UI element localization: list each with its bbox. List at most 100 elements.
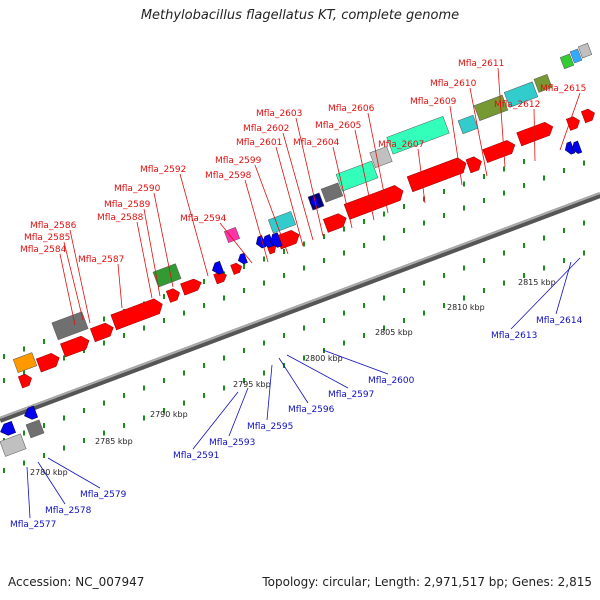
forward-gene-arrow xyxy=(482,140,516,163)
reverse-gene-label: Mfla_2577 xyxy=(10,520,56,530)
gene-feature-block xyxy=(12,352,38,374)
label-leader xyxy=(63,241,84,321)
reverse-gene-label: Mfla_2614 xyxy=(536,316,583,326)
forward-gene-label: Mfla_2598 xyxy=(205,171,252,181)
label-leader xyxy=(69,229,91,324)
reverse-gene-label: Mfla_2613 xyxy=(491,331,537,341)
label-leader xyxy=(449,105,463,186)
label-leader xyxy=(136,221,153,299)
label-leader xyxy=(59,253,76,326)
tick-marks xyxy=(3,159,585,473)
label-leader xyxy=(555,261,572,315)
forward-gene-arrow xyxy=(60,335,90,358)
scale-label: 2800 kbp xyxy=(305,354,343,363)
reverse-gene-label: Mfla_2595 xyxy=(247,422,293,432)
reverse-gene-label: Mfla_2591 xyxy=(173,451,219,461)
label-leader xyxy=(117,263,123,309)
label-leader xyxy=(228,387,249,437)
forward-gene-label: Mfla_2601 xyxy=(236,138,282,148)
label-leader xyxy=(286,354,349,389)
forward-gene-label: Mfla_2594 xyxy=(180,214,227,224)
forward-gene-arrow xyxy=(275,230,300,250)
reverse-gene-arrow xyxy=(24,405,39,420)
forward-gene-label: Mfla_2609 xyxy=(410,97,457,107)
genes xyxy=(0,42,595,457)
reverse-gene-arrow xyxy=(0,420,16,436)
scale-label: 2780 kbp xyxy=(30,468,68,477)
label-leader xyxy=(254,164,289,255)
label-leader xyxy=(219,222,253,264)
forward-gene-label: Mfla_2605 xyxy=(315,121,361,131)
forward-gene-label: Mfla_2590 xyxy=(114,184,161,194)
label-leader xyxy=(192,391,239,450)
label-leader xyxy=(559,92,581,151)
label-leader xyxy=(153,192,174,288)
gene-feature-block xyxy=(51,311,89,341)
gene-feature-block xyxy=(473,94,509,121)
gene-feature-block xyxy=(0,433,27,457)
reverse-gene-arrow xyxy=(212,260,225,275)
label-leader xyxy=(354,129,375,221)
forward-gene-label: Mfla_2606 xyxy=(328,104,375,114)
label-leaders xyxy=(26,67,581,519)
forward-gene-arrow xyxy=(322,213,347,233)
forward-gene-label: Mfla_2603 xyxy=(256,109,302,119)
reverse-gene-label: Mfla_2593 xyxy=(209,438,255,448)
forward-gene-label: Mfla_2589 xyxy=(104,200,151,210)
forward-gene-label: Mfla_2585 xyxy=(24,233,70,243)
label-leader xyxy=(179,173,209,277)
label-leader xyxy=(332,146,353,229)
forward-gene-arrow xyxy=(110,298,163,331)
forward-gene-arrow xyxy=(406,157,467,193)
forward-gene-label: Mfla_2607 xyxy=(378,140,424,150)
gene-feature-block xyxy=(503,81,539,108)
gene-feature-block xyxy=(223,226,241,244)
reverse-gene-label: Mfla_2600 xyxy=(368,376,415,386)
forward-gene-label: Mfla_2612 xyxy=(494,100,540,110)
forward-gene-label: Mfla_2586 xyxy=(30,221,77,231)
forward-gene-arrow xyxy=(35,353,60,373)
forward-gene-label: Mfla_2602 xyxy=(243,124,289,134)
topology-text: Topology: circular; Length: 2,971,517 bp… xyxy=(262,575,592,589)
label-leader xyxy=(417,148,426,204)
label-leader xyxy=(26,466,31,519)
gene-feature-block xyxy=(25,419,45,439)
accession-text: Accession: NC_007947 xyxy=(8,575,145,589)
forward-gene-arrow xyxy=(516,121,554,147)
label-leader xyxy=(275,146,304,247)
scale-label: 2790 kbp xyxy=(150,410,188,419)
reverse-gene-arrow xyxy=(237,252,248,265)
genome-backbone-highlight xyxy=(0,192,600,419)
label-leader xyxy=(497,67,506,168)
label-leader xyxy=(37,461,66,505)
reverse-gene-label: Mfla_2597 xyxy=(328,390,374,400)
gene-feature-block xyxy=(320,182,344,203)
label-leader xyxy=(533,108,536,162)
forward-gene-label: Mfla_2588 xyxy=(97,213,144,223)
forward-gene-arrow xyxy=(565,116,580,131)
gene-feature-block xyxy=(386,115,450,155)
reverse-gene-label: Mfla_2579 xyxy=(80,490,127,500)
forward-gene-arrow xyxy=(580,108,595,124)
gene-feature-block xyxy=(533,74,553,93)
scale-labels: 2780 kbp 2785 kbp 2790 kbp 2795 kbp 2800 kbp… xyxy=(30,278,556,477)
forward-gene-label: Mfla_2611 xyxy=(458,59,504,69)
reverse-gene-arrow xyxy=(571,140,583,154)
label-leader xyxy=(244,179,269,263)
forward-gene-arrow xyxy=(465,156,482,174)
scale-label: 2810 kbp xyxy=(447,303,485,312)
forward-gene-label: Mfla_2584 xyxy=(20,245,67,255)
gene-labels: Mfla_2584 Mfla_2585 Mfla_2586 Mfla_2587 Mfla… xyxy=(10,59,586,530)
forward-gene-arrow xyxy=(230,262,242,275)
label-leader xyxy=(367,112,389,214)
forward-gene-label: Mfla_2592 xyxy=(140,165,186,175)
label-leader xyxy=(322,349,389,375)
scale-label: 2815 kbp xyxy=(518,278,556,287)
forward-gene-label: Mfla_2587 xyxy=(78,255,124,265)
gene-feature-block xyxy=(152,263,182,288)
gene-feature-block xyxy=(559,53,575,70)
scale-label: 2805 kbp xyxy=(375,328,413,337)
genome-backbone xyxy=(0,192,600,423)
reverse-gene-label: Mfla_2578 xyxy=(45,506,92,516)
